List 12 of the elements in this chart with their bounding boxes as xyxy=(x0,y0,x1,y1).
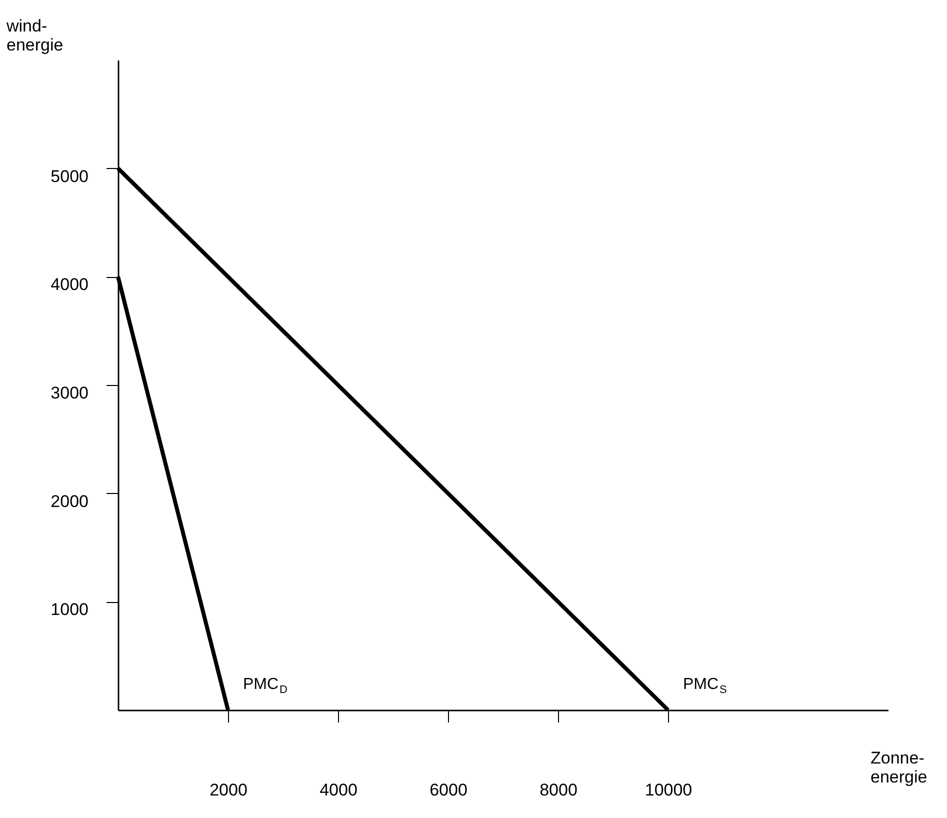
x-tick-label: 8000 xyxy=(540,780,578,800)
y-tick-label: 5000 xyxy=(50,166,88,186)
y-tick-label: 4000 xyxy=(50,275,88,294)
y-tick-label: 3000 xyxy=(50,384,88,402)
x-tick-label: 6000 xyxy=(430,780,468,800)
y-axis-title: wind- energie xyxy=(6,16,64,54)
x-tick-label: 2000 xyxy=(210,780,248,800)
y-tick-label: 1000 xyxy=(50,600,88,620)
x-tick-label: 4000 xyxy=(320,780,358,800)
x-axis-title: Zonne- energie xyxy=(870,748,928,786)
y-tick-label: 2000 xyxy=(50,492,88,511)
x-tick-label: 10000 xyxy=(644,780,692,800)
